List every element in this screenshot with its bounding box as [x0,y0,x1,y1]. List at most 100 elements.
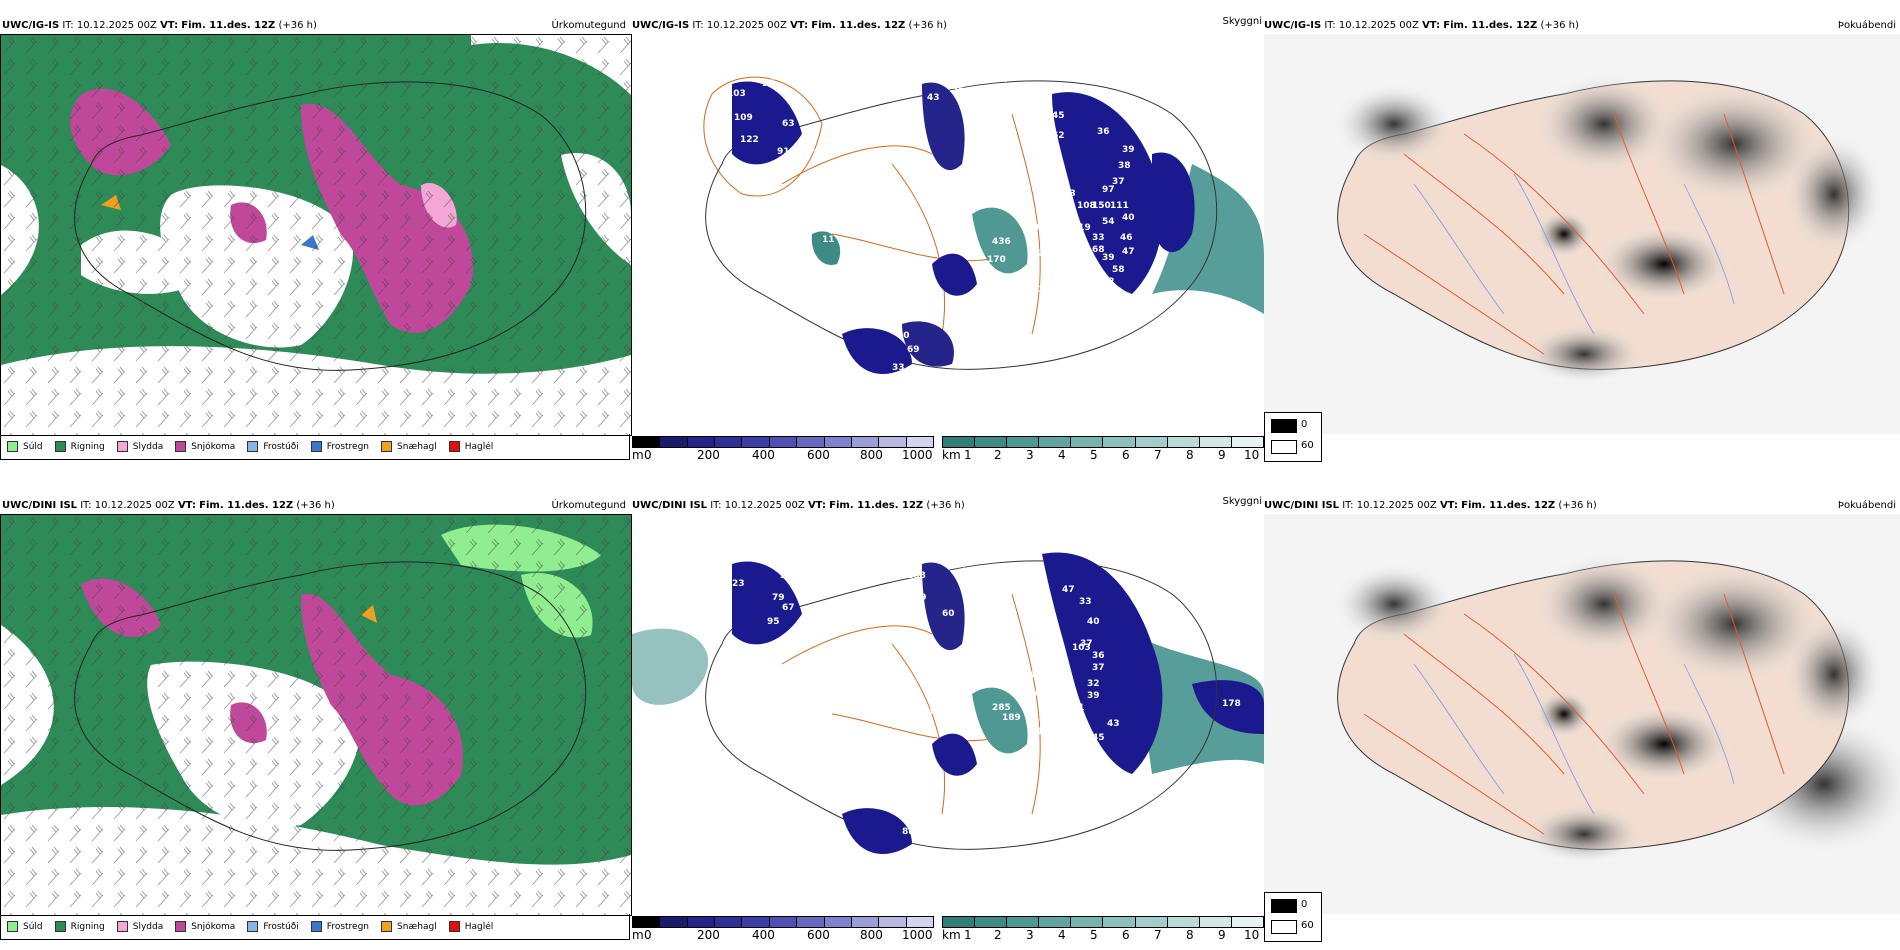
cloud-base-label: 256 [980,789,999,799]
cloud-base-label: 32 [927,859,940,869]
cloud-base-label: 89 [914,593,927,603]
cloud-base-label: 95 [767,617,780,627]
colorbar-m-unit: m [632,928,644,942]
cloud-base-label: 47 [1122,247,1135,257]
colorbar-km-tick: 9 [1218,448,1226,462]
visibility-panel: UWC/IG-IS IT: 10.12.2025 00Z VT: Fim. 11… [632,0,1264,470]
colorbar-km-tick: 6 [1122,928,1130,942]
cloud-base-label: 229 [1032,285,1051,295]
cloud-base-label: 109 [734,113,753,123]
panel-header: UWC/IG-IS IT: 10.12.2025 00Z VT: Fim. 11… [1264,20,1579,31]
forecast-row-dini-isl: UWC/DINI ISL IT: 10.12.2025 00Z VT: Fim.… [0,480,1900,950]
cloud-base-label: 91 [1052,655,1065,665]
colorbar-km-tick: 8 [1186,448,1194,462]
precip-map-graphic [1,515,631,915]
cloud-base-label: 216 [882,563,901,573]
cloud-base-label: 97 [762,79,775,89]
colorbar-m-tick: 0 [644,928,652,942]
cloud-base-label: 43 [1107,719,1120,729]
cloud-base-label: 58 [1112,265,1125,275]
precip-map [0,514,632,916]
fog-legend-swatch [1271,419,1297,433]
colorbar-km-tick: 2 [994,448,1002,462]
cloud-base-label: 67 [782,603,795,613]
colorbar-km-unit: km [942,928,961,942]
precip-map-graphic [1,35,631,435]
forecast-row-ig-is: UWC/IG-IS IT: 10.12.2025 00Z VT: Fim. 11… [0,0,1900,470]
colorbar-km-tick: 3 [1026,928,1034,942]
cloud-base-label: 66 [1037,813,1050,823]
colorbar-km-tick: 5 [1090,448,1098,462]
cloud-base-label: 186 [872,133,891,143]
cloud-base-label: 98 [742,67,755,77]
legend-item-rigning: Rigning [54,441,105,452]
colorbar-km-tick: 3 [1026,448,1034,462]
colorbar-km-tick: 1 [964,448,972,462]
legend-item-snjokoma: Snjókoma [175,441,235,452]
cloud-base-label: 45 [1052,111,1065,121]
cloud-base-label: 103 [727,89,746,99]
cloud-base-label: 122 [740,135,759,145]
colorbar-m-tick: 400 [752,928,775,942]
cloud-base-label: 63 [782,119,795,129]
cloud-base-label: 44 [922,707,935,717]
cloud-base-label: 60 [982,567,995,577]
cloud-base-label: 45 [1092,733,1105,743]
cloud-base-label: 150 [1092,201,1111,211]
legend-item-snjokoma: Snjókoma [175,921,235,932]
cloud-base-label: 56 [952,85,965,95]
fog-legend-label: 60 [1301,440,1314,451]
colorbar-km-tick: 10 [1244,928,1260,942]
colorbar-m-tick: 400 [752,448,775,462]
colorbar-km-tick: 8 [1186,928,1194,942]
cloud-base-label: 108 [1077,201,1096,211]
cloud-base-label: 51 [962,567,975,577]
precip-type-panel: UWC/IG-IS IT: 10.12.2025 00Z VT: Fim. 11… [0,0,632,470]
cloud-base-label: 170 [987,255,1006,265]
cloud-base-label: 68 [1092,245,1105,255]
legend-item-snaehagl: Snæhagl [381,441,437,452]
legend-item-haglel: Haglél [448,441,493,452]
fog-index-panel: UWC/IG-IS IT: 10.12.2025 00Z VT: Fim. 11… [1264,0,1900,470]
cloud-base-label: 185 [1037,727,1056,737]
cloud-base-label: 47 [1102,289,1115,299]
cloud-base-label: 125 [877,233,896,243]
colorbar-km-tick: 9 [1218,928,1226,942]
cloud-base-label: 46 [1120,233,1133,243]
cloud-base-label: 36 [1097,127,1110,137]
cloud-base-label: 36 [1032,599,1045,609]
cloud-base-label: 47 [1037,205,1050,215]
colorbar-km-tick: 4 [1058,448,1066,462]
legend-item-sild: Súld [7,441,43,452]
colorbar-m-unit: m [632,448,644,462]
legend-item-frostregn: Frostregn [310,441,369,452]
colorbar-km-tick: 10 [1244,448,1260,462]
colorbar-m-tick: 600 [807,928,830,942]
cloud-base-label: 91 [777,147,790,157]
cloud-base-label: 58 [1002,317,1015,327]
cloud-base-label: 213 [1037,249,1056,259]
panel-title: Úrkomutegund [551,500,626,511]
panel-title: Úrkomutegund [551,20,626,31]
colorbar-km-tick: 7 [1154,448,1162,462]
cloud-base-label: 37 [1092,663,1105,673]
cloud-base-label: 69 [907,345,920,355]
cloud-base-label: 31 [942,369,955,379]
cloud-base-label: 95 [1022,671,1035,681]
cloud-base-label: 89 [1042,675,1055,685]
cloud-base-label: 212 [1032,713,1051,723]
visibility-panel: UWC/DINI ISL IT: 10.12.2025 00Z VT: Fim.… [632,480,1264,950]
cloud-base-label: 87 [747,551,760,561]
legend-item-rigning: Rigning [54,921,105,932]
panel-title: Skyggni [1222,16,1262,27]
legend-item-frostregn: Frostregn [310,921,369,932]
panel-title: Þokuábendi [1837,500,1896,511]
colorbar-m-tick: 800 [860,448,883,462]
cloud-base-label: 45 [1052,799,1065,809]
cloud-base-label: 88 [902,827,915,837]
cloud-base-label: 23 [732,579,745,589]
cloud-base-label: 60 [942,609,955,619]
cloud-base-label: 43 [927,93,940,103]
colorbar-km-tick: 7 [1154,928,1162,942]
